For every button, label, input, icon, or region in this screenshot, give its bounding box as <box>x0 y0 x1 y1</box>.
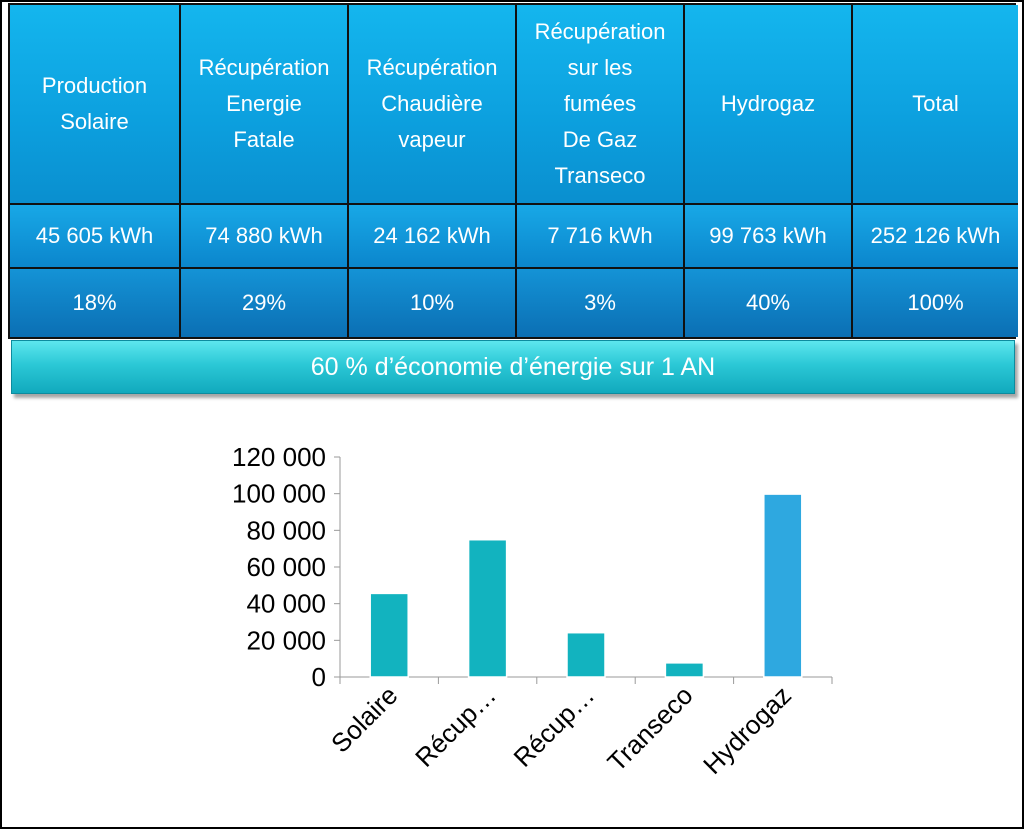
y-tick-label: 20 000 <box>246 625 326 655</box>
header-total: Total <box>853 5 1018 205</box>
x-tick-label: Solaire <box>325 680 403 758</box>
percent-transeco: 3% <box>517 269 685 337</box>
bar-1 <box>467 538 508 678</box>
energy-table: Production Solaire Récupération Energie … <box>8 3 1018 339</box>
header-hydrogaz: Hydrogaz <box>685 5 853 205</box>
header-production-solaire: Production Solaire <box>10 5 181 205</box>
bar-3 <box>664 662 705 678</box>
energy-value-transeco: 7 716 kWh <box>517 205 685 269</box>
bar-2 <box>566 631 606 678</box>
y-tick-label: 0 <box>312 662 326 692</box>
percent-solaire: 18% <box>10 269 181 337</box>
bar-4 <box>763 493 803 678</box>
energy-value-solaire: 45 605 kWh <box>10 205 181 269</box>
header-recuperation-fumees-transeco: Récupération sur les fumées De Gaz Trans… <box>517 5 685 205</box>
x-tick-label: Récup… <box>508 680 601 773</box>
header-recuperation-energie-fatale: Récupération Energie Fatale <box>181 5 349 205</box>
chart-svg: 0 20 000 40 000 60 000 80 000 100 000 120 000 S… <box>232 442 833 780</box>
energy-value-chaudiere-vapeur: 24 162 kWh <box>349 205 517 269</box>
y-tick-label: 100 000 <box>232 479 326 509</box>
percent-hydrogaz: 40% <box>685 269 853 337</box>
y-tick-label: 80 000 <box>246 515 326 545</box>
percent-energie-fatale: 29% <box>181 269 349 337</box>
x-tick-label: Hydrogaz <box>697 680 797 780</box>
header-recuperation-chaudiere-vapeur: Récupération Chaudière vapeur <box>349 5 517 205</box>
y-tick-label: 60 000 <box>246 552 326 582</box>
percent-total: 100% <box>853 269 1018 337</box>
energy-value-total: 252 126 kWh <box>853 205 1018 269</box>
energy-value-hydrogaz: 99 763 kWh <box>685 205 853 269</box>
energy-value-energie-fatale: 74 880 kWh <box>181 205 349 269</box>
y-tick-label: 120 000 <box>232 442 326 472</box>
bar-0 <box>369 592 409 678</box>
savings-banner: 60 % d’économie d’énergie sur 1 AN <box>11 340 1015 394</box>
energy-bar-chart: 0 20 000 40 000 60 000 80 000 100 000 120 000 S… <box>180 435 840 820</box>
y-tick-label: 40 000 <box>246 589 326 619</box>
percent-chaudiere-vapeur: 10% <box>349 269 517 337</box>
x-tick-label: Récup… <box>409 680 502 773</box>
x-tick-label: Transeco <box>601 680 698 777</box>
